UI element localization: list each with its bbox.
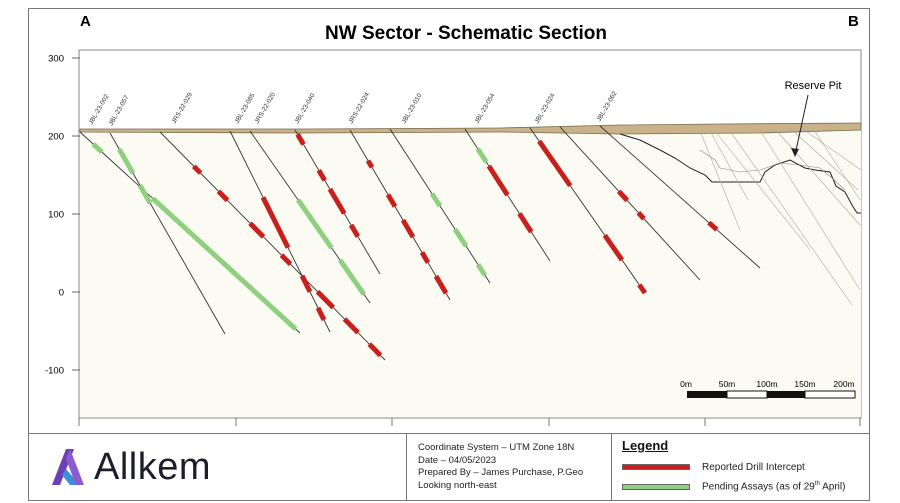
info-line-coordinate-system: Coordinate System – UTM Zone 18N <box>418 442 575 453</box>
pending-assay <box>137 184 153 205</box>
scale-label-0: 0m <box>680 379 692 389</box>
drill-trace <box>559 126 701 281</box>
info-line-date: Date – 04/05/2023 <box>418 454 497 466</box>
reported-intercept <box>433 274 449 295</box>
pit-label: Reserve Pit <box>785 80 842 92</box>
reported-intercept <box>517 212 534 234</box>
scale-label-150: 150m <box>794 379 815 389</box>
pending-assay <box>337 258 367 296</box>
pending-assay <box>150 196 298 331</box>
pit-outline-inner <box>699 149 846 191</box>
reported-intercept <box>637 283 648 295</box>
pending-swatch <box>622 483 690 490</box>
y-tick-label: 200 <box>48 132 64 143</box>
legend-pending-label: Pending Assays (as of 29 <box>702 481 815 493</box>
intercept-swatch <box>622 464 690 471</box>
reported-intercept <box>365 159 375 169</box>
legend-title: Legend <box>622 438 669 453</box>
logo-box: Allkem <box>28 434 407 501</box>
pending-assay <box>475 147 489 164</box>
figure-frame <box>28 8 870 501</box>
rock-fill <box>80 125 861 417</box>
reported-intercept <box>537 139 573 188</box>
reported-intercept <box>315 306 327 322</box>
drill-trace <box>599 125 761 269</box>
reported-intercept <box>616 189 630 203</box>
y-tick-label: 0 <box>59 288 64 299</box>
arrow-head-icon <box>791 148 799 157</box>
bottom-ticks <box>78 418 861 426</box>
y-tick-label: 100 <box>48 210 64 221</box>
pending-assay <box>452 227 469 248</box>
info-box: Coordinate System – UTM Zone 18N Date – … <box>418 442 583 492</box>
reported-intercept <box>400 218 416 239</box>
reported-intercept <box>316 169 327 182</box>
footer: Allkem Coordinate System – UTM Zone 18N … <box>28 433 870 501</box>
reported-intercept <box>327 187 347 215</box>
reported-intercept <box>260 196 291 249</box>
drill-hole <box>599 125 761 269</box>
reserve-pit: Reserve Pit <box>619 80 862 306</box>
corner-label-a: A <box>80 13 91 30</box>
scale-label-100: 100m <box>756 379 777 389</box>
reported-intercept <box>295 133 306 146</box>
overburden-layer <box>79 122 862 135</box>
scale-bar: 0m 50m 100m 150m 200m <box>680 379 856 399</box>
pending-assay <box>295 198 334 250</box>
legend-pending-end: April) <box>819 481 846 493</box>
legend-item-pending: Pending Assays (as of 29th April) <box>622 481 845 492</box>
scale-label-50: 50m <box>719 379 736 389</box>
scale-label-200: 200m <box>833 379 854 389</box>
pending-assay <box>475 263 488 277</box>
info-line-view-direction: Looking north-east <box>418 479 497 491</box>
reported-intercept <box>419 251 431 264</box>
reported-intercept <box>279 253 293 266</box>
reported-intercept <box>315 289 336 310</box>
legend-item-intercept: Reported Drill Intercept <box>622 462 805 473</box>
reported-intercept <box>191 164 203 175</box>
reported-intercept <box>299 274 313 293</box>
legend-box: Legend Reported Drill Intercept Pending … <box>611 434 870 501</box>
reported-intercept <box>486 164 510 197</box>
pending-assay <box>429 192 443 208</box>
y-axis: 300 200 100 0 -100 <box>45 54 80 377</box>
corner-label-b: B <box>848 13 859 30</box>
drill-trace <box>349 129 451 301</box>
pending-assay <box>91 142 104 154</box>
info-line-prepared-by: Prepared By – James Purchase, P.Geo <box>418 467 584 478</box>
reported-intercept <box>367 342 383 358</box>
reported-intercept <box>348 223 361 238</box>
pit-thin-lines <box>699 126 862 306</box>
allkem-logo-icon <box>52 449 84 485</box>
reported-intercept <box>342 317 360 335</box>
y-tick-label: 300 <box>48 54 64 65</box>
reported-intercept <box>707 220 719 232</box>
pit-label-arrow <box>794 94 809 156</box>
diagram-title: NW Sector - Schematic Section <box>325 23 607 44</box>
pending-assay <box>117 147 136 175</box>
y-tick-label: -100 <box>45 366 64 377</box>
reported-intercept <box>248 221 266 239</box>
schematic-section: A B NW Sector - Schematic Section 300 200… <box>45 13 862 426</box>
legend-intercept-label: Reported Drill Intercept <box>702 462 805 473</box>
reported-intercept <box>216 189 230 203</box>
logo-text: Allkem <box>94 446 212 488</box>
legend-pending-sup: th <box>814 481 820 487</box>
reported-intercept <box>636 210 646 221</box>
reported-intercept <box>385 193 398 208</box>
reported-intercept <box>602 233 625 262</box>
